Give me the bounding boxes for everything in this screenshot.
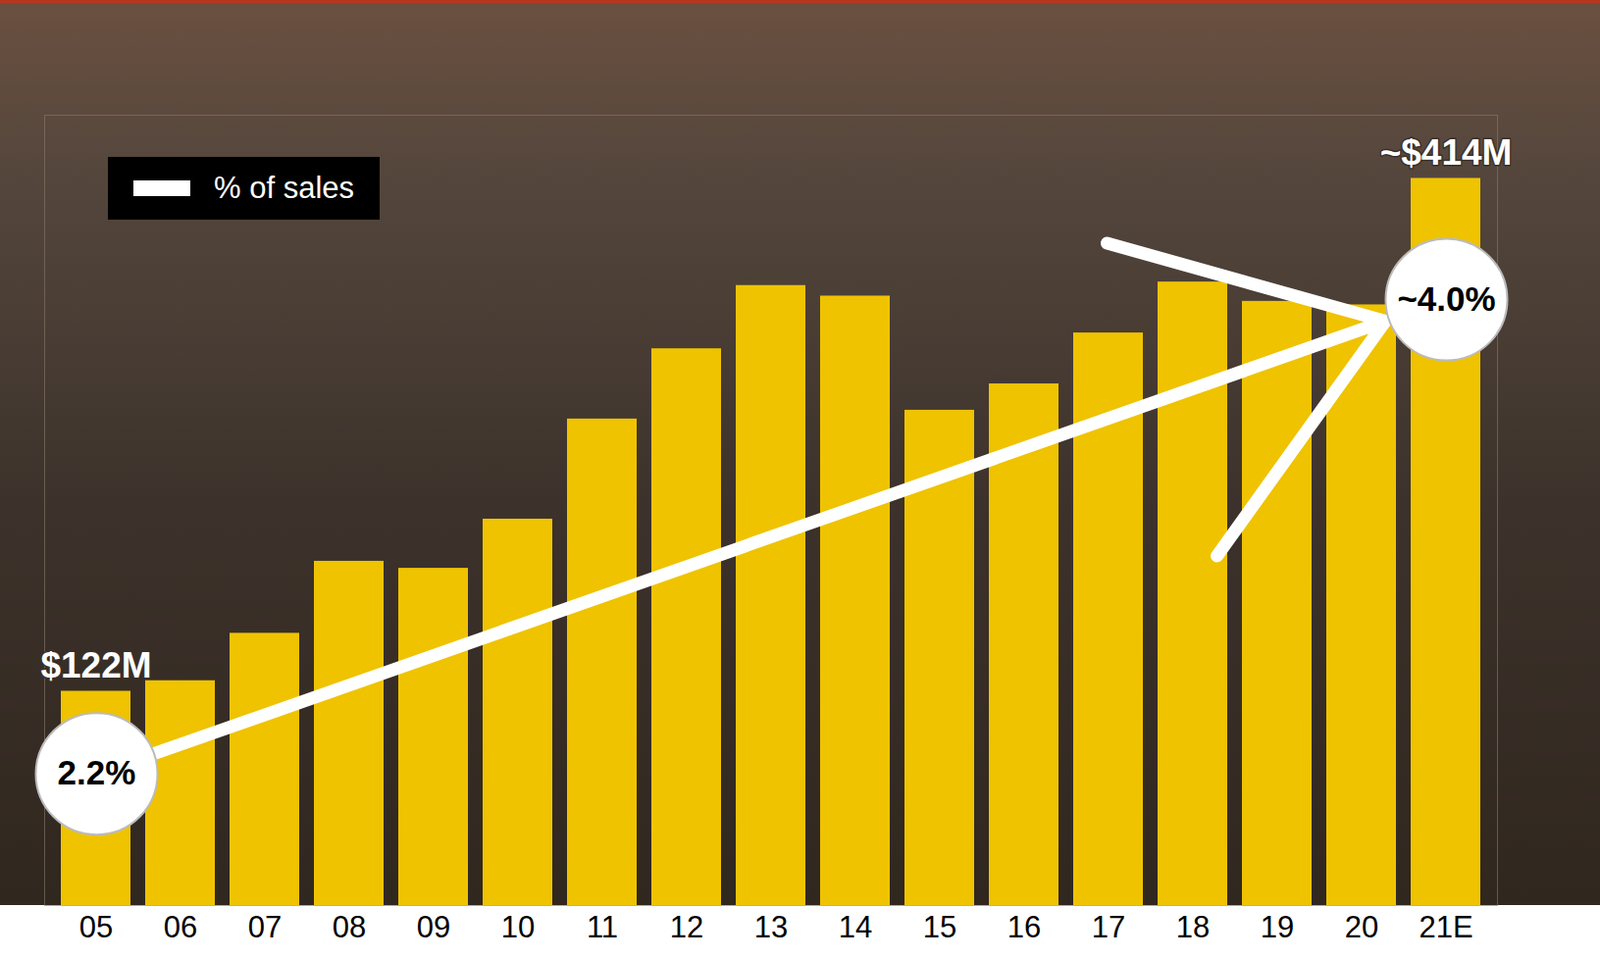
svg-text:13: 13: [754, 910, 788, 945]
svg-text:21E: 21E: [1418, 910, 1473, 945]
svg-text:09: 09: [416, 910, 451, 945]
svg-text:20: 20: [1344, 910, 1379, 945]
svg-text:15: 15: [923, 910, 957, 945]
svg-text:12: 12: [670, 910, 704, 945]
svg-text:2.2%: 2.2%: [57, 753, 137, 792]
svg-text:18: 18: [1176, 910, 1210, 945]
svg-text:06: 06: [163, 910, 198, 945]
svg-text:~$414M: ~$414M: [1380, 132, 1513, 173]
svg-text:$122M: $122M: [40, 645, 152, 686]
svg-text:10: 10: [501, 910, 535, 945]
svg-text:08: 08: [332, 910, 366, 945]
svg-text:17: 17: [1091, 910, 1126, 945]
html-text:% of sales: % of sales: [213, 170, 355, 206]
svg-text:~4.0%: ~4.0%: [1396, 279, 1496, 318]
svg-text:11: 11: [586, 910, 619, 945]
svg-text:19: 19: [1260, 910, 1294, 945]
svg-text:16: 16: [1007, 910, 1041, 945]
svg-text:07: 07: [248, 910, 282, 945]
svg-text:14: 14: [838, 910, 873, 945]
svg-text:05: 05: [79, 910, 113, 945]
